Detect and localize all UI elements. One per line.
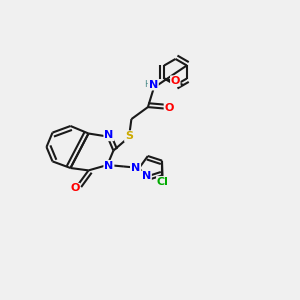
- Text: N: N: [142, 171, 151, 182]
- Text: S: S: [125, 131, 133, 141]
- Text: H: H: [144, 80, 151, 89]
- Text: N: N: [149, 80, 158, 90]
- Text: O: O: [171, 76, 180, 86]
- Text: N: N: [131, 163, 140, 173]
- Text: O: O: [164, 103, 174, 113]
- Text: O: O: [70, 183, 80, 194]
- Text: Cl: Cl: [157, 177, 169, 187]
- Text: N: N: [104, 161, 113, 171]
- Text: N: N: [104, 130, 113, 140]
